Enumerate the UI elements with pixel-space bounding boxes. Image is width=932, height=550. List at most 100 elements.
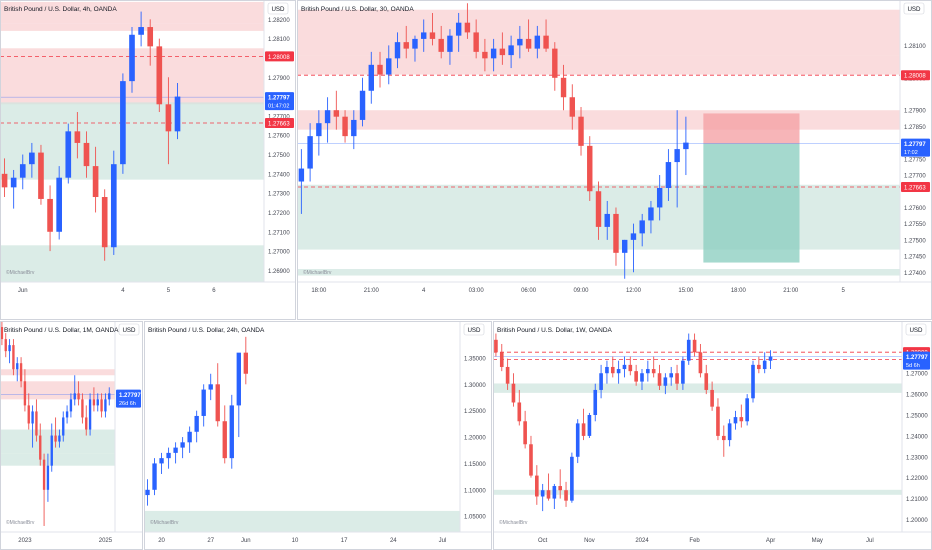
candle-body	[540, 490, 545, 497]
candle	[447, 29, 453, 65]
candle-body	[429, 32, 436, 39]
candle-body	[552, 486, 557, 499]
currency-button[interactable]	[118, 323, 140, 336]
candle	[595, 181, 602, 240]
candle	[100, 393, 103, 418]
candle	[464, 3, 471, 39]
candle-body	[100, 399, 103, 412]
time-axis[interactable]: 2023 2025	[0, 531, 143, 550]
candle-body	[145, 489, 150, 496]
countdown-text: 26d 6h	[119, 401, 136, 407]
price-axis[interactable]: USD 1.27797 26d 6h	[114, 321, 143, 532]
currency-button[interactable]	[463, 323, 485, 336]
price-tick-label: 1.27900	[268, 76, 290, 82]
candle-body	[640, 373, 644, 382]
candle	[681, 356, 685, 390]
time-axis[interactable]: 20 27 Jun 10 17 24 Jul	[144, 531, 492, 550]
plot-area[interactable]	[0, 0, 264, 282]
plot-area[interactable]	[493, 321, 902, 532]
candle-body	[622, 364, 627, 370]
candle-body	[77, 393, 80, 400]
time-tick-label: 24	[390, 538, 397, 544]
candle-body	[101, 197, 108, 248]
candle	[505, 358, 510, 390]
candle	[656, 175, 663, 221]
stop-loss-box[interactable]	[703, 113, 800, 144]
candle	[351, 110, 357, 150]
countdown-text: 01:47:02	[268, 104, 289, 110]
candle	[229, 394, 234, 469]
candle	[16, 357, 19, 382]
candle-body	[229, 405, 234, 459]
currency-label: USD	[467, 327, 481, 334]
candle	[73, 375, 76, 406]
candle	[88, 393, 92, 436]
time-axis-bg	[297, 282, 932, 300]
candle	[570, 452, 574, 503]
candle-body	[490, 48, 497, 59]
take-profit-box[interactable]	[703, 143, 800, 263]
watermark-text: ©MichaelBrv	[303, 269, 332, 276]
candle	[455, 12, 462, 52]
time-tick-label: Jun	[18, 288, 28, 294]
candle	[166, 447, 171, 469]
time-tick-label: Jun	[241, 538, 251, 544]
time-tick-label: 09:00	[574, 288, 590, 294]
price-tick-label: 1.27100	[268, 230, 290, 236]
time-axis[interactable]: Jun 4 5 6	[0, 281, 296, 300]
demand-zone	[0, 453, 115, 466]
candle-body	[648, 207, 654, 221]
candle	[222, 405, 227, 464]
candle	[482, 38, 488, 72]
plot-area[interactable]	[297, 0, 900, 282]
price-axis[interactable]: USD1.281001.280001.279001.278501.277501.…	[899, 0, 932, 282]
time-tick-label: 27	[207, 538, 214, 544]
candle	[622, 239, 628, 279]
time-tick-label: 12:00	[626, 288, 642, 294]
plot-area[interactable]	[144, 321, 460, 532]
candle	[686, 333, 691, 365]
currency-button[interactable]	[267, 2, 289, 15]
candle	[727, 419, 732, 447]
time-tick-label: Nov	[584, 538, 595, 544]
candle	[39, 423, 42, 466]
candle-body	[494, 339, 498, 353]
candle	[359, 77, 366, 127]
candle-body	[575, 423, 580, 457]
plot-area[interactable]	[0, 321, 115, 532]
candle-body	[173, 447, 178, 453]
price-tick-label: 1.28200	[268, 18, 290, 24]
candle	[4, 333, 7, 358]
candle	[534, 25, 541, 59]
last-price-badge	[903, 351, 930, 370]
candle-body	[587, 145, 593, 192]
candle-body	[10, 177, 17, 188]
candle-body	[4, 339, 7, 352]
candle-body	[159, 458, 164, 464]
candle-body	[56, 177, 62, 232]
candle-body	[710, 389, 714, 407]
price-axis[interactable]: USD 1.35000 1.30000 1.25000 1.20000 1.15000 1.…	[459, 321, 492, 532]
candle-body	[721, 435, 726, 441]
candle	[438, 25, 444, 59]
candle-body	[698, 352, 703, 374]
candle	[508, 35, 514, 69]
price-axis[interactable]: USD 1.28200 1.28100 1.27900 1.27700 1.27600 1.…	[263, 0, 296, 282]
candle	[92, 146, 99, 213]
candle	[377, 51, 383, 88]
candle	[159, 452, 164, 474]
candle	[412, 35, 418, 62]
candle	[517, 25, 523, 59]
time-axis[interactable]: Oct Nov 2024 Feb Apr May Jul	[493, 531, 932, 550]
currency-button[interactable]	[903, 2, 925, 15]
candle-body	[639, 220, 645, 234]
candle	[599, 364, 603, 399]
time-axis[interactable]: 18:00 21:00 4 03:00 06:00 09:00 12:00 15:00 18:0…	[297, 281, 932, 300]
candle-body	[73, 393, 76, 400]
level-badge	[901, 182, 930, 193]
time-tick-label: 2023	[18, 538, 32, 544]
time-tick-label: 21:00	[783, 288, 799, 294]
currency-button[interactable]	[905, 323, 927, 336]
price-axis[interactable]: USD1.280001.270001.260001.250001.240001.…	[901, 321, 932, 532]
demand-zone	[0, 429, 115, 454]
